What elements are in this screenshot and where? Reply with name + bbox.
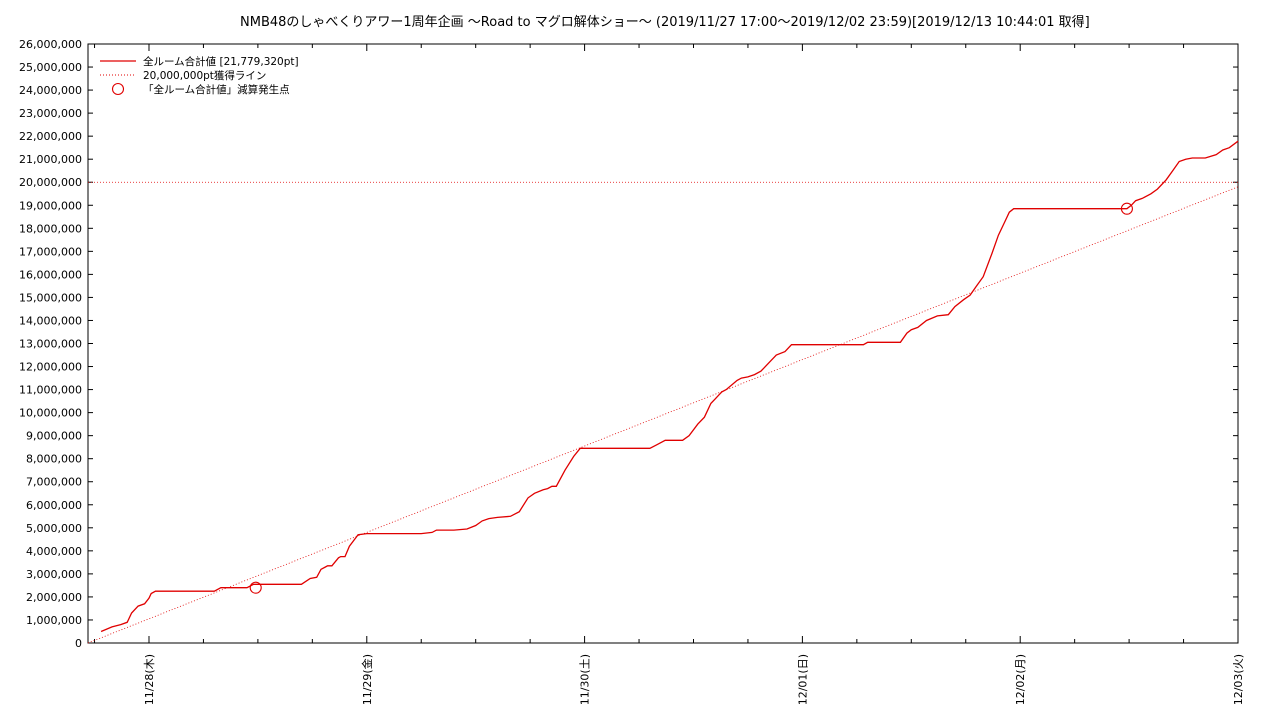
x-axis: 11/28(木) 11/29(金) 11/30(土) 12/01(日) 12/02(月)…: [94, 44, 1245, 705]
y-tick-label: 13,000,000: [19, 338, 82, 351]
y-tick-label: 5,000,000: [26, 522, 82, 535]
legend-label-total: 全ルーム合計値 [21,779,320pt]: [143, 55, 299, 68]
y-tick-label: 21,000,000: [19, 153, 82, 166]
legend-label-target-line: 20,000,000pt獲得ライン: [143, 69, 266, 82]
y-tick-label: 2,000,000: [26, 591, 82, 604]
y-tick-label: 24,000,000: [19, 84, 82, 97]
series-line-target: [87, 186, 1239, 644]
y-axis: 0 1,000,000 2,000,000 3,000,000 4,000,000 5,0…: [19, 38, 1238, 650]
legend: 全ルーム合計値 [21,779,320pt] 20,000,000pt獲得ライン…: [100, 55, 299, 96]
y-tick-label: 22,000,000: [19, 130, 82, 143]
x-tick-label: 11/30(土): [579, 654, 592, 705]
y-tick-label: 19,000,000: [19, 199, 82, 212]
x-tick-label: 12/02(月): [1014, 654, 1027, 705]
decrement-marker: [249, 581, 262, 594]
y-tick-label: 17,000,000: [19, 245, 82, 258]
y-tick-label: 12,000,000: [19, 361, 82, 374]
y-tick-label: 8,000,000: [26, 453, 82, 466]
y-tick-label: 9,000,000: [26, 430, 82, 443]
x-tick-label: 12/01(日): [796, 654, 809, 705]
retrieved-timestamp: [2019/12/13 10:44:01 取得]: [912, 14, 1090, 30]
plot-border: [87, 43, 1239, 644]
plot-series: [87, 140, 1239, 644]
y-tick-label: 25,000,000: [19, 61, 82, 74]
plot-frame: [87, 43, 1239, 644]
y-tick-label: 3,000,000: [26, 568, 82, 581]
legend-swatch-marker: [111, 82, 125, 96]
y-tick-label: 10,000,000: [19, 407, 82, 420]
y-tick-label: 0: [75, 637, 82, 650]
chart-title: NMB48のしゃべくりアワー1周年企画 ～Road to マグロ解体ショー～ (…: [240, 14, 912, 30]
y-tick-label: 15,000,000: [19, 291, 82, 304]
y-tick-label: 6,000,000: [26, 499, 82, 512]
y-tick-label: 20,000,000: [19, 176, 82, 189]
y-tick-label: 16,000,000: [19, 268, 82, 281]
plot-markers: [249, 202, 1133, 594]
y-tick-label: 18,000,000: [19, 222, 82, 235]
x-tick-label: 11/29(金): [360, 654, 374, 705]
y-tick-label: 1,000,000: [26, 614, 82, 627]
legend-label-marker: 「全ルーム合計値」減算発生点: [143, 83, 290, 96]
y-tick-label: 14,000,000: [19, 314, 82, 327]
x-tick-label: 12/03(火): [1232, 654, 1245, 705]
y-tick-label: 7,000,000: [26, 476, 82, 489]
y-tick-label: 26,000,000: [19, 38, 82, 51]
decrement-marker: [1120, 202, 1133, 215]
series-line-total: [100, 140, 1239, 633]
y-tick-label: 4,000,000: [26, 545, 82, 558]
y-tick-label: 11,000,000: [19, 384, 82, 397]
x-tick-label: 11/28(木): [143, 654, 156, 705]
y-tick-label: 23,000,000: [19, 107, 82, 120]
